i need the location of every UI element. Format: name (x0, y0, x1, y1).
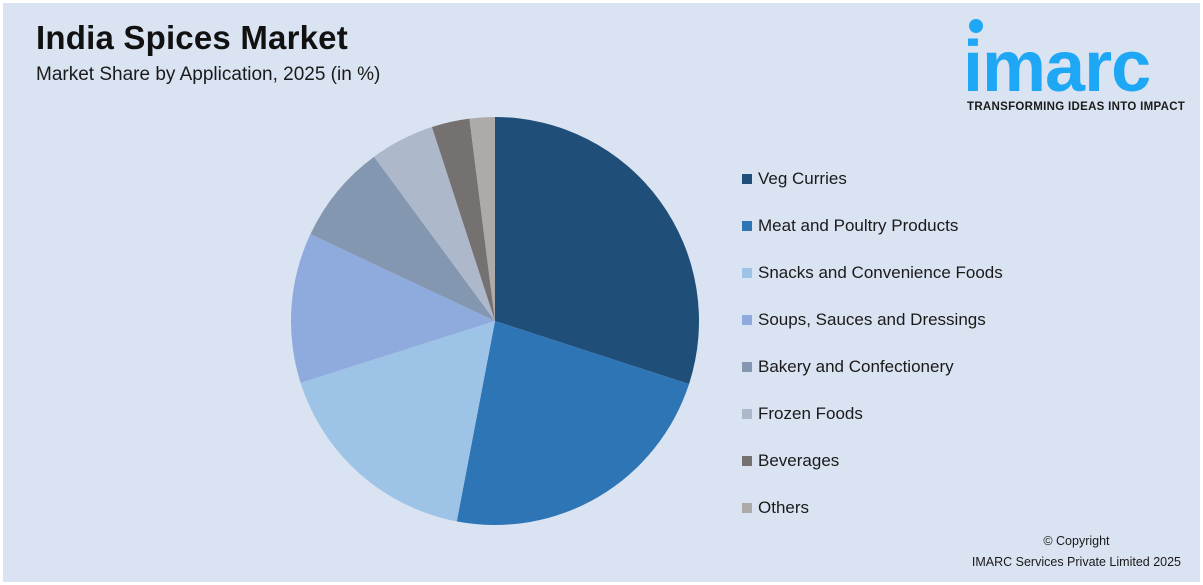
pie-slice-others (469, 117, 495, 321)
pie-slice-bakery-and-confectionery (310, 156, 495, 321)
legend-item: Frozen Foods (742, 390, 1003, 437)
legend-label: Meat and Poultry Products (758, 215, 959, 235)
legend-label: Soups, Sauces and Dressings (758, 309, 986, 329)
logo-tagline: TRANSFORMING IDEAS INTO IMPACT (967, 101, 1186, 113)
legend-swatch (742, 173, 752, 184)
logo-wordmark: imarc (963, 27, 1151, 107)
chart-panel: India Spices Market Market Share by Appl… (3, 3, 1200, 582)
pie-slice-snacks-and-convenience-foods (300, 321, 495, 522)
legend-item: Others (742, 484, 1003, 531)
legend-item: Beverages (742, 437, 1003, 484)
legend-item: Bakery and Confectionery (742, 343, 1003, 390)
legend-item: Meat and Poultry Products (742, 202, 1003, 249)
legend-label: Veg Curries (758, 168, 847, 188)
legend-swatch (742, 267, 752, 278)
legend-swatch (742, 408, 752, 419)
chart-title: India Spices Market (36, 19, 348, 56)
legend-swatch (742, 455, 752, 466)
pie-slice-soups-sauces-and-dressings (291, 234, 495, 383)
chart-subtitle: Market Share by Application, 2025 (in %) (36, 64, 381, 85)
imarc-logo: imarc TRANSFORMING IDEAS INTO IMPACT (963, 15, 1195, 120)
legend-swatch (742, 361, 752, 372)
legend-label: Beverages (758, 450, 840, 470)
legend-label: Frozen Foods (758, 403, 863, 423)
legend-label: Snacks and Convenience Foods (758, 262, 1003, 282)
pie-slice-veg-curries (495, 117, 700, 385)
pie-slice-frozen-foods (374, 126, 495, 321)
legend-swatch (742, 314, 752, 325)
copyright-company: IMARC Services Private Limited 2025 (971, 555, 1181, 569)
legend-swatch (742, 220, 752, 231)
legend-label: Others (758, 497, 810, 517)
chart-legend: Veg Curries Meat and Poultry Products Sn… (742, 155, 1003, 531)
copyright-line: © Copyright (1043, 534, 1110, 548)
copyright-notice: © Copyright IMARC Services Private Limit… (972, 531, 1181, 573)
pie-slice-meat-and-poultry-products (456, 321, 690, 526)
legend-item: Soups, Sauces and Dressings (742, 296, 1003, 343)
pie-chart (291, 117, 700, 526)
legend-label: Bakery and Confectionery (758, 356, 954, 376)
logo-dot-icon (969, 19, 983, 33)
legend-item: Veg Curries (742, 155, 1003, 202)
legend-swatch (742, 502, 752, 513)
legend-item: Snacks and Convenience Foods (742, 249, 1003, 296)
pie-slice-beverages (431, 118, 495, 321)
